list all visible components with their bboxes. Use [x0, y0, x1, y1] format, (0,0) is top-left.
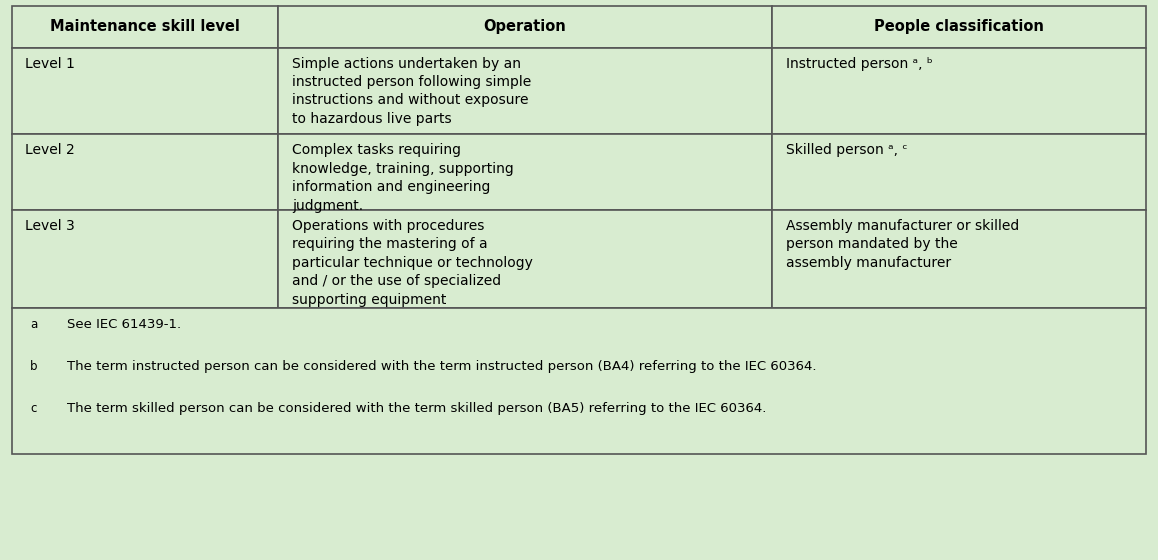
Bar [772, 48, 1146, 134]
Text: Simple actions undertaken by an
instructed person following simple
instructions : Simple actions undertaken by an instruct… [292, 57, 532, 126]
Text: Maintenance skill level: Maintenance skill level [50, 19, 240, 34]
Bar [12, 48, 278, 134]
Bar [12, 6, 278, 48]
Bar [278, 210, 772, 308]
Text: Level 1: Level 1 [25, 57, 75, 71]
Text: The term skilled person can be considered with the term skilled person (BA5) ref: The term skilled person can be considere… [67, 402, 767, 415]
Text: a: a [30, 318, 37, 331]
Text: Assembly manufacturer or skilled
person mandated by the
assembly manufacturer: Assembly manufacturer or skilled person … [786, 219, 1019, 270]
Text: Skilled person ᵃ, ᶜ: Skilled person ᵃ, ᶜ [786, 143, 908, 157]
Bar [278, 6, 772, 48]
Bar [772, 210, 1146, 308]
Bar [772, 134, 1146, 210]
Text: The term instructed person can be considered with the term instructed person (BA: The term instructed person can be consid… [67, 360, 816, 373]
Text: Complex tasks requiring
knowledge, training, supporting
information and engineer: Complex tasks requiring knowledge, train… [292, 143, 514, 213]
Text: Level 3: Level 3 [25, 219, 75, 233]
Bar [772, 6, 1146, 48]
Text: Operation: Operation [484, 19, 566, 34]
Text: Instructed person ᵃ, ᵇ: Instructed person ᵃ, ᵇ [786, 57, 932, 71]
Text: c: c [30, 402, 37, 415]
Bar [12, 134, 278, 210]
Bar [12, 308, 1146, 454]
Text: People classification: People classification [874, 19, 1045, 34]
Bar [12, 210, 278, 308]
Text: See IEC 61439-1.: See IEC 61439-1. [67, 318, 182, 331]
Bar [278, 48, 772, 134]
Text: b: b [30, 360, 37, 373]
Text: Operations with procedures
requiring the mastering of a
particular technique or : Operations with procedures requiring the… [292, 219, 533, 306]
Text: Level 2: Level 2 [25, 143, 75, 157]
Bar [278, 134, 772, 210]
